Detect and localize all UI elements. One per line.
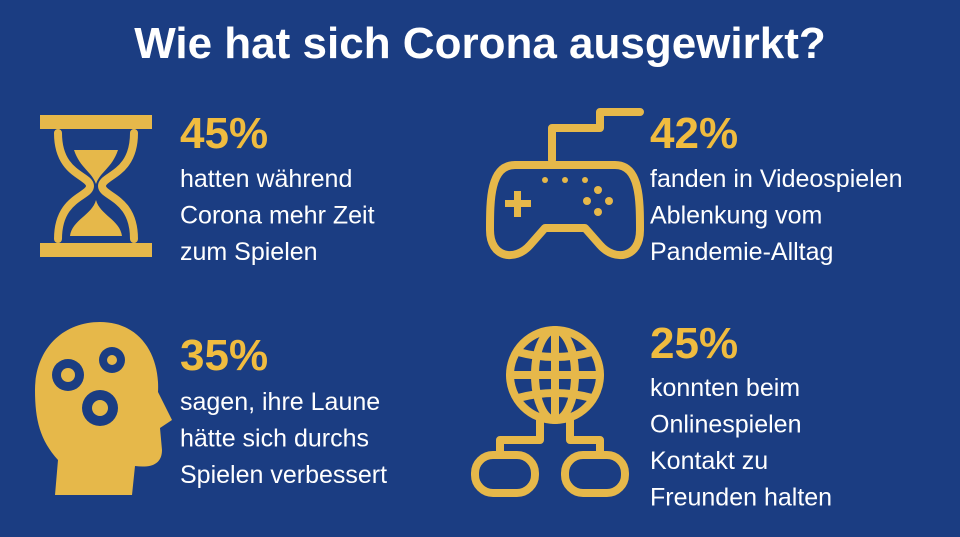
stat-text: Ablenkung vom	[650, 202, 822, 230]
stat-value: 25%	[650, 319, 738, 368]
stat-text: Corona mehr Zeit	[180, 202, 375, 230]
stat-text: fanden in Videospielen	[650, 165, 903, 193]
stat-text: Freunden halten	[650, 484, 832, 512]
stat-text: zum Spielen	[180, 238, 318, 266]
stat-value: 45%	[180, 109, 268, 158]
stat-text: Onlinespielen	[650, 411, 802, 439]
gamepad-icon	[486, 108, 644, 259]
stat-value: 42%	[650, 109, 738, 158]
stat-text: hätte sich durchs	[180, 425, 369, 453]
title: Wie hat sich Corona ausgewirkt?	[134, 19, 826, 68]
head-icon	[35, 322, 172, 495]
stat-text: Spielen verbessert	[180, 461, 387, 489]
stat-text: Pandemie-Alltag	[650, 238, 833, 266]
network-icon	[471, 326, 629, 497]
hourglass-icon	[40, 115, 152, 257]
stat-text: konnten beim	[650, 374, 800, 402]
stat-text: Kontakt zu	[650, 447, 768, 475]
stat-text: hatten während	[180, 165, 352, 193]
stat-text: sagen, ihre Laune	[180, 388, 380, 416]
stat-value: 35%	[180, 331, 268, 380]
